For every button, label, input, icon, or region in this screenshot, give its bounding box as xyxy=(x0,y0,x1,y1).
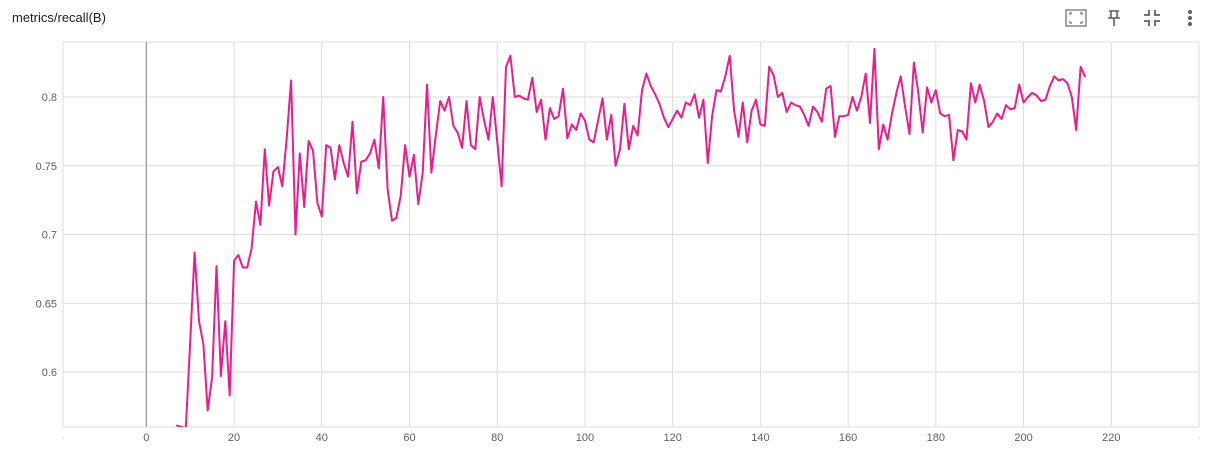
series-line-0 xyxy=(176,47,1086,427)
x-tick-label: 0 xyxy=(143,432,149,444)
pin-icon xyxy=(1106,9,1122,27)
more-options-button[interactable] xyxy=(1177,5,1203,31)
x-tick-label: 40 xyxy=(316,432,328,444)
x-tick-label: 80 xyxy=(491,432,503,444)
x-tick-label: 180 xyxy=(927,432,945,444)
x-tick-label: 100 xyxy=(576,432,594,444)
fit-domain-icon xyxy=(1065,9,1087,27)
y-tick-label: 0.7 xyxy=(42,230,57,242)
pin-button[interactable] xyxy=(1101,5,1127,31)
x-tick-label: 60 xyxy=(403,432,415,444)
y-tick-label: 0.75 xyxy=(36,161,57,173)
grid-lines xyxy=(62,41,1200,427)
fullscreen-exit-button[interactable] xyxy=(1139,5,1165,31)
series-layer xyxy=(176,47,1086,427)
fit-domain-button[interactable] xyxy=(1063,5,1089,31)
x-tick-labels: 0 20 40 60 80 100 120 140 160 180 200 220 · · xyxy=(61,432,1201,444)
y-tick-label: 0.6 xyxy=(42,367,57,379)
x-edge-marker: · xyxy=(1197,432,1201,444)
x-tick-label: 120 xyxy=(663,432,681,444)
more-vert-icon xyxy=(1187,9,1193,27)
x-tick-label: 140 xyxy=(751,432,769,444)
y-tick-label: 0.65 xyxy=(36,298,57,310)
chart-title: metrics/recall(B) xyxy=(12,10,106,25)
x-edge-marker: · xyxy=(61,432,65,444)
y-tick-label: 0.8 xyxy=(42,92,57,104)
x-tick-label: 160 xyxy=(839,432,857,444)
x-tick-label: 200 xyxy=(1014,432,1032,444)
x-tick-label: 20 xyxy=(228,432,240,444)
x-tick-label: 220 xyxy=(1102,432,1120,444)
axis-lines xyxy=(63,42,1199,428)
fullscreen-exit-icon xyxy=(1143,9,1161,27)
card-toolbar xyxy=(1063,5,1203,31)
y-tick-labels: 0.6 0.65 0.7 0.75 0.8 xyxy=(36,92,57,379)
